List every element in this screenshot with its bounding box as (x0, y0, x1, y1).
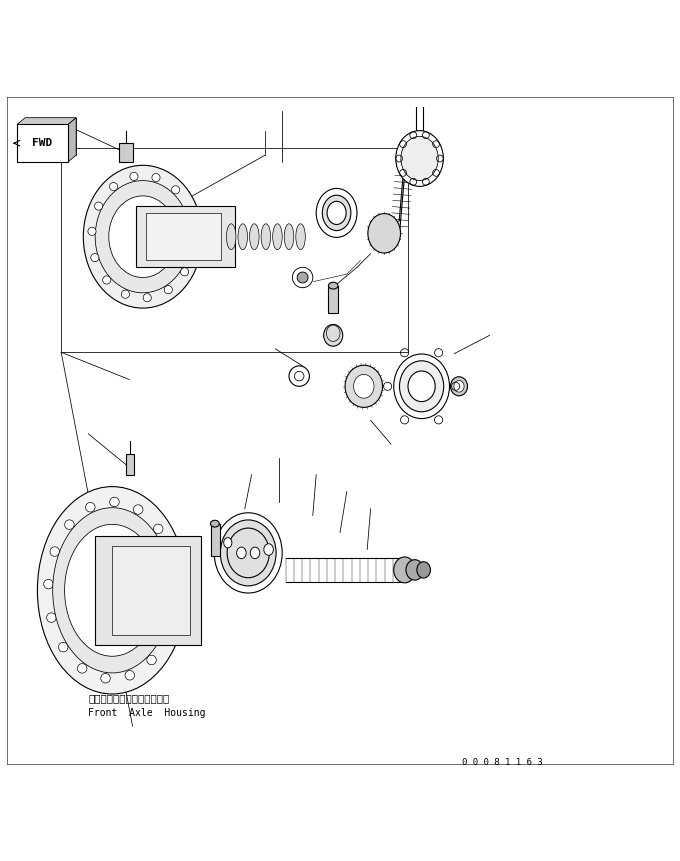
Ellipse shape (451, 377, 468, 396)
Circle shape (101, 673, 110, 683)
Bar (119, 143, 133, 162)
Ellipse shape (345, 365, 382, 407)
Circle shape (165, 286, 173, 294)
Circle shape (44, 579, 53, 589)
Circle shape (297, 272, 308, 283)
Circle shape (121, 290, 129, 298)
Circle shape (91, 253, 99, 262)
Ellipse shape (284, 224, 294, 250)
Circle shape (147, 655, 156, 665)
Polygon shape (17, 118, 76, 125)
Ellipse shape (322, 195, 351, 231)
Circle shape (65, 520, 74, 530)
Circle shape (109, 183, 118, 190)
Circle shape (190, 232, 198, 241)
Ellipse shape (224, 537, 232, 548)
Ellipse shape (109, 196, 177, 277)
Ellipse shape (396, 131, 443, 186)
Circle shape (103, 276, 111, 284)
Text: FWD: FWD (33, 139, 52, 148)
Bar (136, 206, 235, 267)
Bar (17, 125, 68, 162)
Circle shape (171, 585, 181, 595)
Ellipse shape (454, 381, 464, 392)
Circle shape (189, 244, 197, 251)
Circle shape (86, 503, 95, 512)
Polygon shape (68, 118, 76, 162)
Ellipse shape (327, 201, 346, 225)
Ellipse shape (261, 224, 271, 250)
Ellipse shape (394, 557, 415, 583)
Circle shape (125, 671, 135, 680)
Circle shape (50, 547, 60, 556)
Circle shape (109, 497, 119, 507)
Ellipse shape (250, 224, 259, 250)
Circle shape (78, 664, 87, 673)
Circle shape (58, 642, 68, 652)
Ellipse shape (250, 547, 260, 559)
Ellipse shape (53, 508, 171, 673)
Bar (126, 455, 134, 474)
Ellipse shape (406, 560, 424, 580)
Bar (211, 523, 220, 556)
Circle shape (154, 524, 163, 534)
Text: フロントアクスルハウジング: フロントアクスルハウジング (88, 693, 169, 703)
Ellipse shape (368, 214, 401, 253)
Circle shape (185, 207, 193, 215)
Ellipse shape (83, 165, 203, 308)
Ellipse shape (237, 547, 246, 559)
Circle shape (47, 613, 56, 623)
Text: Front  Axle  Housing: Front Axle Housing (88, 708, 206, 718)
Ellipse shape (316, 189, 357, 238)
Circle shape (163, 629, 172, 639)
Ellipse shape (211, 520, 219, 527)
Circle shape (171, 186, 180, 194)
Ellipse shape (417, 561, 430, 578)
Ellipse shape (37, 486, 187, 694)
Ellipse shape (238, 224, 248, 250)
Ellipse shape (226, 224, 236, 250)
Polygon shape (25, 118, 76, 155)
Circle shape (171, 598, 180, 607)
Ellipse shape (264, 543, 273, 555)
Ellipse shape (400, 361, 444, 412)
Circle shape (292, 267, 313, 288)
Bar (328, 286, 338, 313)
Circle shape (95, 202, 103, 210)
Circle shape (143, 294, 152, 301)
Bar (95, 536, 201, 645)
Ellipse shape (408, 371, 435, 401)
Ellipse shape (394, 354, 449, 418)
Ellipse shape (324, 325, 343, 346)
Bar (112, 546, 190, 635)
Circle shape (167, 553, 176, 562)
Ellipse shape (65, 524, 160, 656)
Text: 0 0 0 8 1 1 6 3: 0 0 0 8 1 1 6 3 (462, 758, 543, 767)
Circle shape (152, 174, 160, 182)
Ellipse shape (296, 224, 305, 250)
Circle shape (130, 172, 138, 181)
Circle shape (180, 268, 188, 276)
Ellipse shape (328, 282, 338, 289)
Circle shape (88, 227, 96, 235)
Ellipse shape (220, 520, 276, 585)
Ellipse shape (354, 375, 374, 398)
Ellipse shape (401, 136, 438, 181)
Circle shape (289, 366, 309, 387)
Circle shape (133, 505, 143, 514)
Ellipse shape (95, 181, 190, 293)
Ellipse shape (273, 224, 282, 250)
Ellipse shape (214, 513, 282, 593)
Bar (146, 213, 221, 261)
